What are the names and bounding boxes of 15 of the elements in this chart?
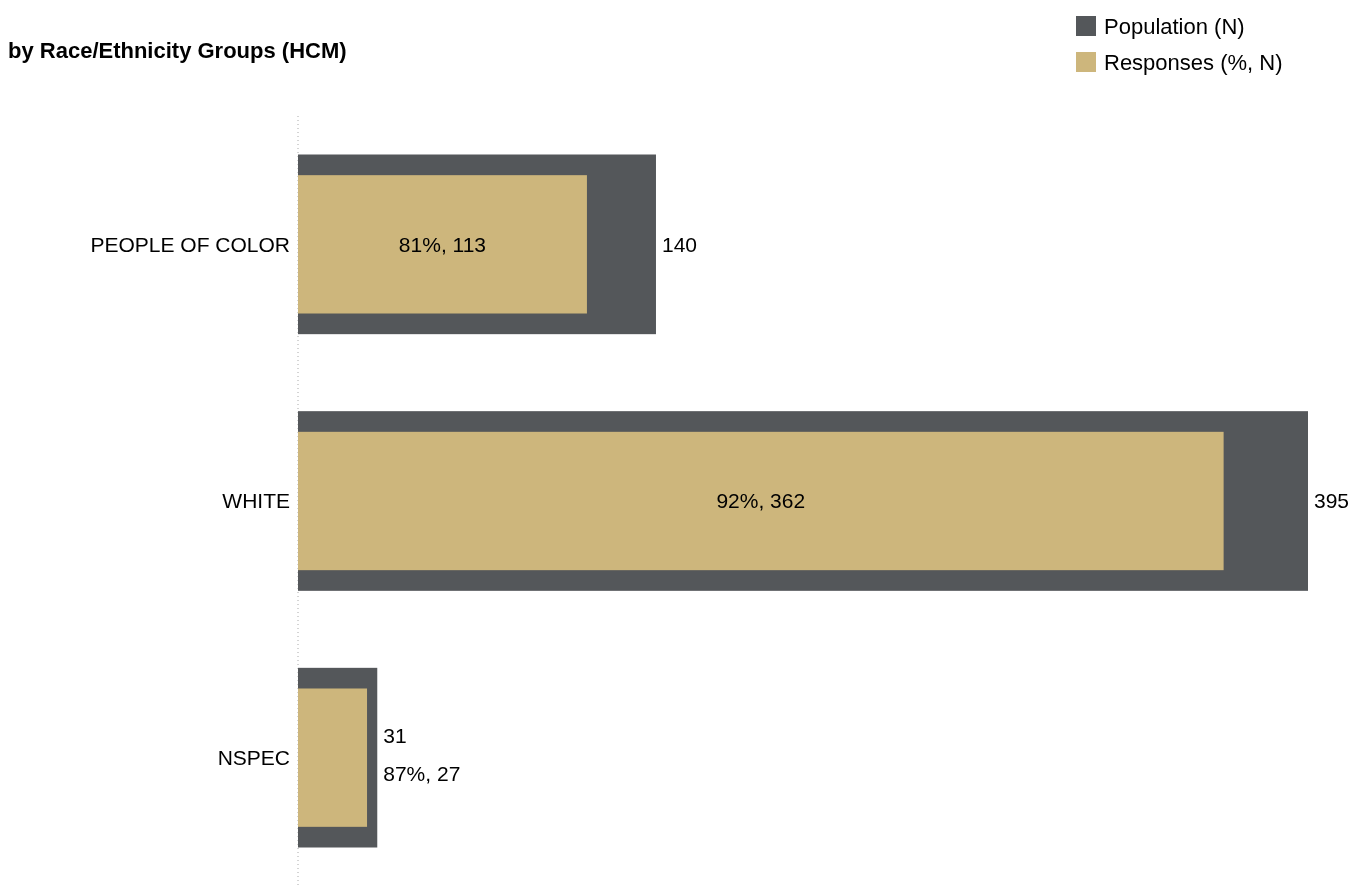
data-label: 81%, 113	[398, 232, 487, 256]
data-label: 87%, 27	[383, 762, 461, 786]
data-label: 31	[383, 724, 407, 748]
data-label: 92%, 362	[716, 489, 806, 513]
bar	[298, 175, 587, 314]
legend-label: Population (N)	[1104, 13, 1245, 39]
y-tick-label: PEOPLE OF COLOR	[90, 232, 290, 256]
bar	[298, 431, 1224, 571]
chart-title: by Race/Ethnicity Groups (HCM)	[8, 38, 347, 63]
data-label: 395	[1314, 489, 1350, 513]
legend-label: Responses (%, N)	[1104, 49, 1283, 75]
data-label: 140	[661, 232, 698, 256]
y-tick-label: NSPEC	[217, 746, 290, 770]
bar	[298, 688, 368, 827]
y-tick-label: WHITE	[222, 489, 290, 513]
